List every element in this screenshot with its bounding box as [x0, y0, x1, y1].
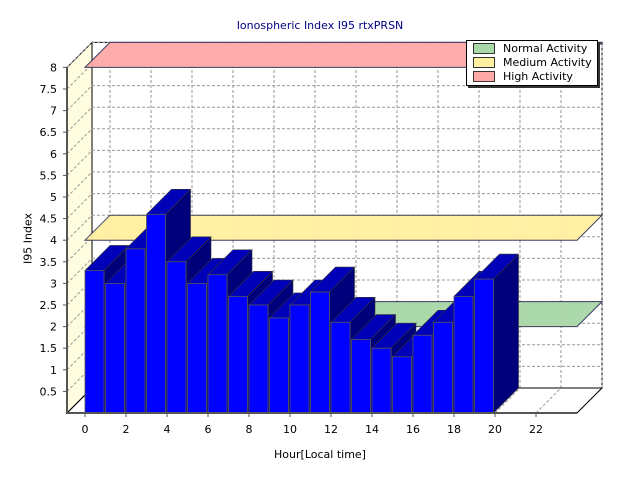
- y-gridline-side: [66, 150, 93, 176]
- x-tick-label: 2: [123, 423, 130, 436]
- y-gridline-side: [66, 322, 93, 349]
- bar: [166, 261, 187, 414]
- x-tick-label: 6: [205, 423, 212, 436]
- y-gridline-side: [66, 106, 93, 133]
- bar: [392, 356, 412, 414]
- bar: [84, 270, 105, 414]
- legend-label: Normal Activity: [503, 41, 588, 55]
- y-gridline-side: [66, 42, 93, 68]
- y-gridline-side: [66, 128, 93, 155]
- bar: [412, 334, 433, 414]
- threshold-band-medium: [83, 214, 604, 241]
- y-tick-label: 5: [50, 191, 57, 204]
- legend-item-medium: Medium Activity: [473, 55, 597, 69]
- x-tick-label: 10: [283, 423, 297, 436]
- bar: [474, 278, 494, 414]
- legend-label: High Activity: [503, 69, 573, 83]
- y-tick-label: 6.5: [40, 126, 58, 139]
- bar: [146, 213, 166, 414]
- x-tick-label: 22: [529, 423, 543, 436]
- bar: [207, 274, 228, 414]
- y-gridline-side: [66, 193, 93, 219]
- bar: [248, 304, 269, 414]
- x-tick-label: 20: [488, 423, 502, 436]
- y-tick-label: 2.5: [40, 299, 58, 312]
- legend-label: Medium Activity: [503, 55, 592, 69]
- bar: [125, 248, 146, 414]
- x-tick-label: 14: [365, 423, 379, 436]
- legend-item-high: High Activity: [473, 69, 597, 83]
- y-tick-label: 7: [50, 105, 57, 118]
- bar: [330, 321, 351, 414]
- y-tick-label: 4: [50, 234, 57, 247]
- bar-side: [493, 253, 519, 414]
- y-gridline-side: [66, 214, 93, 241]
- bar: [453, 295, 474, 414]
- bar: [105, 282, 125, 414]
- x-gridline-floor: [494, 387, 521, 414]
- bar: [433, 321, 453, 414]
- y-gridline-side: [66, 301, 93, 327]
- x-tick-label: 12: [324, 423, 338, 436]
- legend: Normal Activity Medium Activity High Act…: [466, 40, 598, 86]
- legend-swatch-medium: [473, 56, 495, 68]
- chart-title: Ionospheric Index I95 rtxPRSN: [236, 19, 404, 32]
- y-tick-label: 1.5: [40, 342, 58, 355]
- x-tick-label: 0: [82, 423, 89, 436]
- y-gridline-side: [66, 63, 93, 90]
- x-gridline-floor: [535, 387, 562, 414]
- y-gridline-side: [66, 236, 93, 263]
- y-gridline-side: [66, 344, 93, 371]
- y-tick-label: 6: [50, 148, 57, 161]
- y-tick-label: 4.5: [40, 213, 58, 226]
- bar: [187, 282, 207, 414]
- y-gridline-side: [66, 279, 93, 306]
- y-tick-label: 1: [50, 364, 57, 377]
- y-gridline-side: [66, 85, 93, 111]
- bar: [269, 317, 289, 414]
- y-axis-label: I95 Index: [21, 212, 35, 265]
- bar: [371, 347, 392, 414]
- legend-swatch-normal: [473, 42, 495, 54]
- y-tick-label: 3: [50, 277, 57, 290]
- y-tick-label: 7.5: [40, 83, 58, 96]
- y-tick-label: 5.5: [40, 169, 58, 182]
- x-tick-label: 16: [406, 423, 420, 436]
- y-gridline-side: [66, 258, 93, 284]
- bar: [351, 339, 371, 414]
- bar: [289, 304, 310, 414]
- x-tick-label: 18: [447, 423, 461, 436]
- x-tick-label: 4: [164, 423, 171, 436]
- legend-swatch-high: [473, 70, 495, 82]
- y-tick-label: 0.5: [40, 385, 58, 398]
- x-axis-label: Hour[Local time]: [274, 448, 366, 461]
- legend-item-normal: Normal Activity: [473, 41, 597, 55]
- y-gridline-side: [66, 366, 93, 392]
- bar: [228, 295, 248, 414]
- bar: [310, 291, 330, 414]
- y-gridline-side: [66, 171, 93, 198]
- y-tick-label: 3.5: [40, 256, 58, 269]
- y-tick-label: 2: [50, 321, 57, 334]
- x-tick-label: 8: [246, 423, 253, 436]
- y-tick-label: 8: [50, 61, 57, 74]
